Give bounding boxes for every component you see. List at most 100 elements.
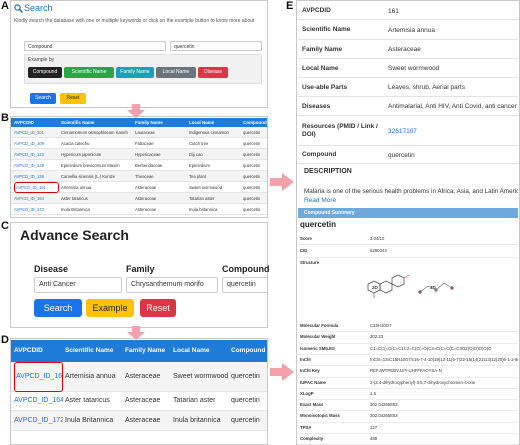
detail-row <box>298 59 518 78</box>
property-row <box>298 233 518 246</box>
table-cell: quercetin <box>243 141 261 146</box>
field-select[interactable]: quercetin <box>222 277 268 293</box>
table-header <box>11 118 267 127</box>
header-cell: Scientific Name <box>65 347 114 354</box>
search-title: Search <box>24 3 53 13</box>
table-cell: Inula britannica <box>189 207 218 212</box>
panel-label: C <box>1 220 9 232</box>
table-cell: Asteraceae <box>135 207 157 212</box>
id-link[interactable]: AVPCD_ID_164 <box>14 397 63 405</box>
table-cell: Tatarian aster <box>173 397 216 405</box>
table-cell: Inula Britannica <box>65 416 114 424</box>
property-value: 302.04265853 <box>370 402 398 408</box>
search-button[interactable]: Search <box>30 93 56 104</box>
table-cell: quercetin <box>231 397 260 405</box>
example-button[interactable]: Family Name <box>116 67 154 78</box>
table-cell: Hypericum japonicum <box>61 152 102 157</box>
detail-label: Diseases <box>302 102 331 110</box>
panel-label: E <box>286 0 294 12</box>
property-row <box>298 399 518 412</box>
property-value: 127 <box>370 424 378 430</box>
property-value: 302.04265853 <box>370 413 398 419</box>
property-label: Molecular Formula <box>300 323 339 328</box>
property-value: REFJWTPEDVJJIY-UHFFFAOYSA-N <box>370 368 442 374</box>
search-select[interactable]: Compound <box>24 41 166 51</box>
detail-value: Artemisia annua <box>388 26 435 34</box>
table-cell: quercetin <box>243 185 261 190</box>
advance-button[interactable]: Example <box>86 299 134 317</box>
id-link[interactable]: AVPCD_ID_161 <box>14 362 63 392</box>
property-label: CID <box>300 248 308 254</box>
example-button[interactable]: Disease <box>198 67 228 78</box>
table-cell: Epimedium <box>189 163 210 168</box>
table-cell: quercetin <box>243 152 261 157</box>
property-row <box>298 410 518 423</box>
table-cell: Epimedium brevicornum Maxim <box>61 163 120 168</box>
property-row <box>298 343 518 355</box>
table-cell: Asteraceae <box>135 185 157 190</box>
table-cell: Asteraceae <box>125 416 161 424</box>
property-label: Exact Mass <box>300 402 324 408</box>
header-cell: Family Name <box>125 347 166 354</box>
detail-value: Leaves, shrub, Aerial parts <box>388 84 465 91</box>
property-label: TPSA <box>300 424 312 430</box>
table-cell: Indigenous cinnamon <box>189 130 229 135</box>
table-cell: Tea plant <box>189 174 206 179</box>
property-value: C1=CC(=C(C=C1C2=C(C(=O)C3=C(C=C(C=C3O2)O… <box>370 345 492 351</box>
header-cell: Compound <box>231 347 266 354</box>
property-row <box>298 388 518 401</box>
id-link[interactable]: AVPCD_ID_164 <box>14 196 44 201</box>
field-select[interactable]: Chrysanthemum morifo <box>126 277 218 293</box>
property-label: InChI Key <box>300 368 320 374</box>
property-row <box>298 377 518 389</box>
structure-view: 3D <box>430 284 436 290</box>
detail-label: Use-able Parts <box>302 83 348 91</box>
advance-button[interactable]: Search <box>34 299 82 317</box>
lens <box>14 4 21 11</box>
search-button[interactable]: Reset <box>60 93 86 104</box>
table-cell: Aster tataricus <box>65 397 110 405</box>
detail-row <box>298 97 518 116</box>
property-row <box>298 422 518 435</box>
structure-view: 2D <box>372 284 378 290</box>
id-link[interactable]: AVPCD_ID_172 <box>14 207 44 212</box>
read-more[interactable]: Read More <box>304 197 337 204</box>
panel-label: D <box>1 334 9 346</box>
detail-value: quercetin <box>388 151 415 159</box>
example-button[interactable]: Scientific Name <box>64 67 114 78</box>
detail-row <box>298 2 518 20</box>
detail-value[interactable]: 32617107 <box>388 127 417 135</box>
search-description: Kindly search the database with one or m… <box>14 18 255 24</box>
id-link[interactable]: AVPCD_ID_123 <box>14 152 44 157</box>
header-cell: Local Name <box>189 120 215 125</box>
id-link[interactable]: AVPCD_ID_101 <box>14 130 44 135</box>
id-link[interactable]: AVPCD_ID_161 <box>14 182 59 193</box>
field-select[interactable]: Anti Cancer <box>34 277 122 293</box>
property-row <box>298 245 518 258</box>
detail-label: Compound <box>302 151 337 159</box>
table-cell: Inula Britannica <box>61 207 90 212</box>
detail-value: 161 <box>388 7 399 15</box>
table-cell: quercetin <box>231 416 260 424</box>
detail-row <box>298 78 518 97</box>
table-row <box>11 171 267 182</box>
example-button[interactable]: Local Name <box>156 67 196 78</box>
table-cell: Aster tataricus <box>61 196 88 201</box>
panel-label: B <box>1 112 9 124</box>
property-label: IUPAC Name <box>300 379 326 385</box>
id-link[interactable]: AVPCD_ID_128 <box>14 163 44 168</box>
detail-label: Local Name <box>302 64 339 72</box>
property-label: Monoisotopic Mass <box>300 413 340 419</box>
id-link[interactable]: AVPCD_ID_172 <box>14 416 63 424</box>
header-cell: AVPCDID <box>14 347 43 354</box>
detail-label: Resources (PMID / Link / DOI) <box>302 123 378 138</box>
search-input[interactable]: quercetin <box>170 41 262 51</box>
table-row <box>11 160 267 171</box>
id-link[interactable]: AVPCD_ID_109 <box>14 141 44 146</box>
advance-button[interactable]: Reset <box>140 299 176 317</box>
property-row <box>298 365 518 378</box>
id-link[interactable]: AVPCD_ID_136 <box>14 174 44 179</box>
example-button[interactable]: Compound <box>28 67 62 78</box>
table-row <box>11 182 267 193</box>
property-value: 488 <box>370 436 378 441</box>
